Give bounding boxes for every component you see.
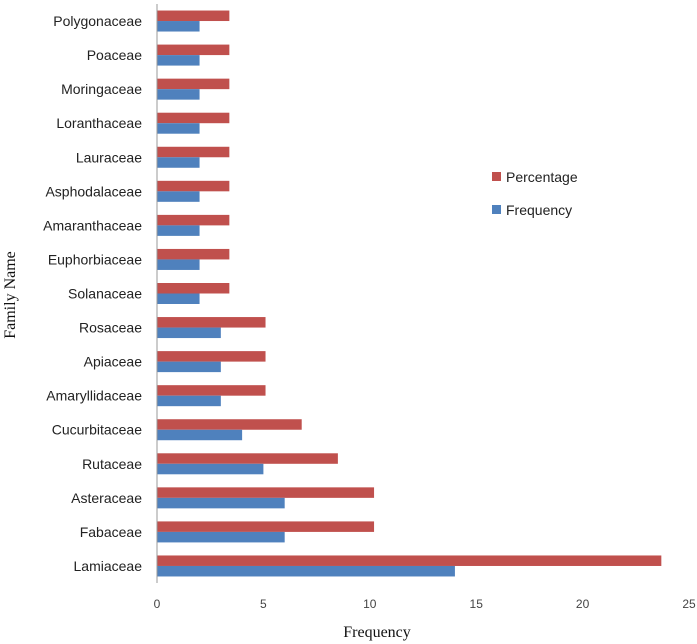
x-tick-label-0: 0 <box>154 597 161 611</box>
bar-percentage-fabaceae <box>157 521 375 532</box>
bar-percentage-loranthaceae <box>157 112 230 124</box>
bar-percentage-rosaceae <box>157 317 266 328</box>
legend-swatch-frequency <box>492 205 501 214</box>
y-axis-title: Family Name <box>2 251 19 339</box>
bar-frequency-lauraceae <box>157 157 200 168</box>
x-tick-label-10: 10 <box>363 597 377 611</box>
legend-swatch-percentage <box>492 172 501 181</box>
x-tick-label-15: 15 <box>470 597 484 611</box>
category-label-cucurbitaceae: Cucurbitaceae <box>52 422 142 438</box>
bar-frequency-asphodalaceae <box>157 191 200 202</box>
bar-percentage-euphorbiaceae <box>157 248 230 260</box>
bar-frequency-lamiaceae <box>157 565 455 577</box>
bar-percentage-asteraceae <box>157 487 375 498</box>
bar-frequency-amaranthaceae <box>157 225 200 236</box>
bar-frequency-cucurbitaceae <box>157 429 243 441</box>
category-label-lauraceae: Lauraceae <box>76 149 142 165</box>
category-label-lamiaceae: Lamiaceae <box>74 558 143 574</box>
bar-frequency-fabaceae <box>157 531 285 543</box>
category-label-solanaceae: Solanaceae <box>68 286 142 302</box>
category-label-poaceae: Poaceae <box>87 47 142 63</box>
bar-percentage-rutaceae <box>157 453 338 464</box>
category-label-rutaceae: Rutaceae <box>82 456 142 472</box>
category-label-euphorbiaceae: Euphorbiaceae <box>48 251 142 267</box>
bar-percentage-solanaceae <box>157 283 230 294</box>
category-label-asteraceae: Asteraceae <box>71 490 142 506</box>
bar-frequency-rutaceae <box>157 463 264 475</box>
bar-frequency-apiaceae <box>157 361 221 373</box>
category-label-apiaceae: Apiaceae <box>84 354 143 370</box>
bar-percentage-amaranthaceae <box>157 214 230 226</box>
bar-frequency-amaryllidaceae <box>157 395 221 407</box>
category-label-moringaceae: Moringaceae <box>61 81 142 97</box>
bar-percentage-amaryllidaceae <box>157 385 266 396</box>
bar-percentage-polygonaceae <box>157 10 230 22</box>
bar-frequency-polygonaceae <box>157 21 200 32</box>
bar-frequency-poaceae <box>157 55 200 66</box>
bar-frequency-moringaceae <box>157 89 200 100</box>
category-label-amaranthaceae: Amaranthaceae <box>43 217 142 233</box>
x-tick-label-5: 5 <box>260 597 267 611</box>
x-axis-ticks: 0 5 10 15 20 25 <box>154 597 696 611</box>
category-label-fabaceae: Fabaceae <box>80 524 142 540</box>
bar-frequency-loranthaceae <box>157 123 200 134</box>
category-label-asphodalaceae: Asphodalaceae <box>45 183 142 199</box>
x-axis-title: Frequency <box>343 624 411 641</box>
bar-frequency-euphorbiaceae <box>157 259 200 270</box>
bar-percentage-cucurbitaceae <box>157 419 302 430</box>
category-label-loranthaceae: Loranthaceae <box>56 115 142 131</box>
bar-frequency-rosaceae <box>157 327 221 339</box>
bar-percentage-lamiaceae <box>157 555 662 566</box>
category-label-polygonaceae: Polygonaceae <box>53 13 142 29</box>
x-tick-label-20: 20 <box>576 597 590 611</box>
bar-frequency-asteraceae <box>157 497 285 509</box>
category-label-amaryllidaceae: Amaryllidaceae <box>46 388 142 404</box>
bars-group <box>157 10 662 577</box>
bar-frequency-solanaceae <box>157 293 200 304</box>
category-label-rosaceae: Rosaceae <box>79 320 142 336</box>
bar-percentage-moringaceae <box>157 78 230 90</box>
legend-label-frequency: Frequency <box>506 202 572 218</box>
bar-percentage-asphodalaceae <box>157 180 230 192</box>
bar-percentage-apiaceae <box>157 351 266 362</box>
x-tick-label-25: 25 <box>682 597 696 611</box>
bar-percentage-lauraceae <box>157 146 230 158</box>
legend-label-percentage: Percentage <box>506 169 578 185</box>
category-labels: Lamiaceae Fabaceae Asteraceae Rutaceae Cucur… <box>43 13 142 574</box>
bar-percentage-poaceae <box>157 44 230 56</box>
legend: Percentage Frequency <box>492 169 578 218</box>
